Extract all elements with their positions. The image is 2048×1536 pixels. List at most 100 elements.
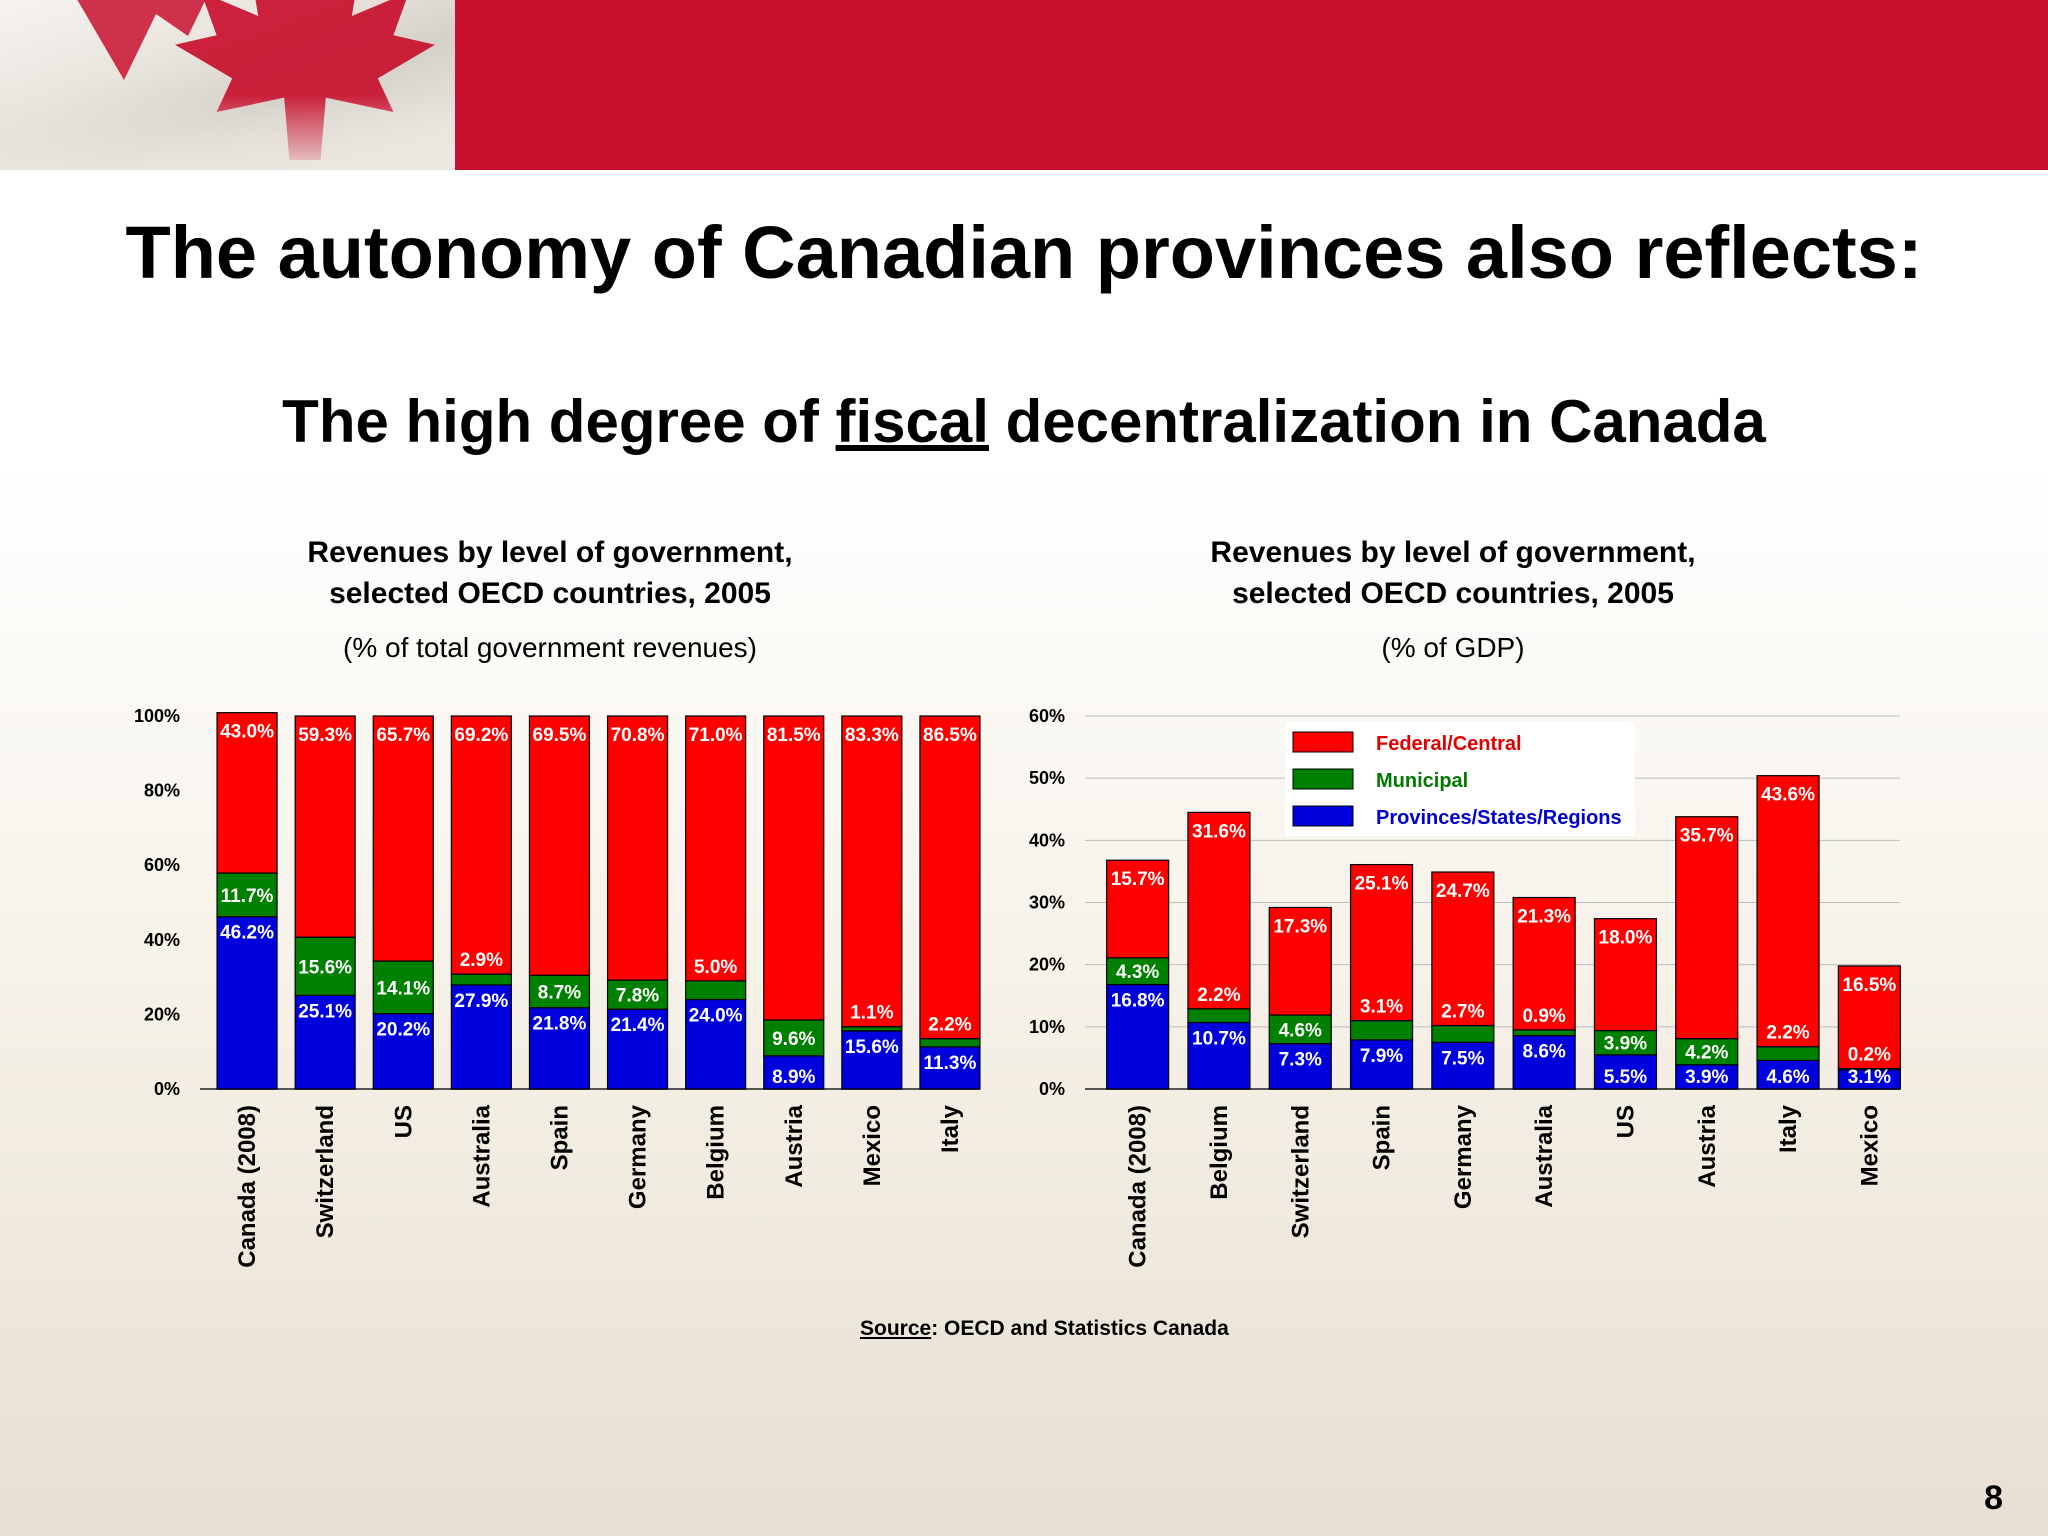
bar-municipal-segment (450, 973, 512, 986)
bar-label-federal: 69.5% (533, 725, 587, 746)
bar-label-federal: 65.7% (376, 725, 430, 746)
bar-municipal-segment (1756, 1046, 1820, 1062)
bar-federal-segment (294, 715, 356, 938)
legend-swatch-federal (1292, 731, 1354, 753)
chart-1-category-label: Australia (468, 1104, 495, 1207)
chart-2-title: Revenues by level of government, selecte… (1153, 532, 1753, 614)
bar-label-federal: 59.3% (298, 725, 352, 746)
chart-2-title-line-1: Revenues by level of government, (1210, 536, 1696, 569)
bar-municipal-segment (1349, 1020, 1414, 1041)
chart-2-y-tick: 50% (1029, 768, 1065, 788)
bar-municipal-segment (1431, 1024, 1495, 1043)
bar-label-municipal: 2.9% (460, 950, 503, 971)
slide-subtitle: The high degree of fiscal decentralizati… (0, 387, 2048, 456)
source-text: : OECD and Statistics Canada (931, 1317, 1229, 1340)
bar-label-provincial: 21.8% (533, 1014, 587, 1035)
bar-label-provincial: 21.4% (611, 1015, 665, 1036)
chart-1-category-label: Switzerland (312, 1105, 339, 1238)
bar-provincial-segment (294, 994, 356, 1090)
chart-1-category-label: Germany (625, 1104, 652, 1209)
bar-federal-segment (606, 715, 669, 981)
chart-1-title-line-1: Revenues by level of government, (307, 536, 793, 569)
chart-1-y-tick: 100% (134, 706, 180, 726)
bar-label-federal: 18.0% (1599, 928, 1653, 949)
bar-federal-segment (1268, 906, 1332, 1016)
bar-municipal-segment (1512, 1029, 1576, 1037)
source-note: Source: OECD and Statistics Canada (860, 1317, 1229, 1341)
chart-1-category-label: Canada (2008) (234, 1105, 261, 1268)
bar-municipal-segment (372, 960, 434, 1015)
bar-federal-segment (216, 712, 278, 874)
chart-2-category-label: Mexico (1856, 1105, 1883, 1186)
bar-municipal-segment (1106, 957, 1170, 986)
chart-2-category-label: Spain (1369, 1105, 1396, 1170)
chart-1-y-tick: 80% (144, 781, 180, 801)
subtitle-part-1: The high degree of (282, 388, 836, 455)
bar-label-municipal: 11.7% (221, 886, 274, 907)
bar-federal-segment (372, 715, 434, 962)
chart-2-y-tick: 0% (1039, 1079, 1065, 1099)
bar-label-municipal: 14.1% (376, 978, 430, 999)
bar-label-municipal: 8.7% (538, 982, 581, 1003)
bar-federal-segment (763, 715, 825, 1021)
slide-title: The autonomy of Canadian provinces also … (125, 211, 1923, 294)
legend-label-federal: Federal/Central (1376, 733, 1522, 755)
chart-1-category-label: Belgium (703, 1105, 730, 1200)
chart-2-category-label: Germany (1450, 1104, 1477, 1209)
bar-label-municipal: 0.9% (1522, 1006, 1565, 1027)
bar-label-municipal: 2.2% (1766, 1023, 1809, 1044)
bar-federal-segment (1512, 896, 1576, 1031)
bar-label-municipal: 2.2% (1197, 985, 1240, 1006)
bar-provincial-segment (1512, 1034, 1576, 1090)
bar-federal-segment (450, 715, 512, 975)
bar-label-provincial: 24.0% (689, 1005, 743, 1026)
bar-federal-segment (1431, 871, 1495, 1027)
subtitle-emphasis: fiscal (835, 388, 989, 455)
bar-label-municipal: 1.1% (850, 1003, 893, 1024)
bar-provincial-segment (1756, 1059, 1820, 1090)
bar-label-municipal: 4.2% (1685, 1043, 1728, 1064)
bar-municipal-segment (919, 1038, 981, 1048)
bar-provincial-segment (450, 984, 512, 1090)
chart-1-category-label: Austria (781, 1104, 808, 1187)
bar-label-federal: 71.0% (689, 725, 743, 746)
bar-label-provincial: 16.8% (1111, 991, 1165, 1012)
bar-municipal-segment (1675, 1038, 1739, 1066)
canadian-flag-image (0, 0, 455, 170)
bar-federal-segment (919, 715, 981, 1040)
chart-1-title-line-2: selected OECD countries, 2005 (329, 577, 771, 610)
legend-swatch-municipal (1292, 768, 1354, 790)
bar-label-federal: 43.6% (1761, 785, 1815, 806)
bar-label-provincial: 3.9% (1685, 1067, 1728, 1088)
bar-label-provincial: 7.9% (1360, 1046, 1403, 1067)
chart-2-title-line-2: selected OECD countries, 2005 (1232, 577, 1674, 610)
bar-label-federal: 83.3% (845, 725, 899, 746)
bar-label-federal: 24.7% (1436, 881, 1490, 902)
bar-federal-segment (1106, 859, 1170, 959)
bar-label-federal: 25.1% (1355, 874, 1409, 895)
bar-label-federal: 35.7% (1680, 826, 1734, 847)
bar-municipal-segment (1187, 1008, 1251, 1024)
bar-label-federal: 15.7% (1111, 869, 1165, 890)
bar-federal-segment (1675, 816, 1739, 1040)
bar-provincial-segment (1106, 983, 1170, 1090)
bar-label-provincial: 10.7% (1192, 1028, 1246, 1049)
bar-provincial-segment (372, 1013, 434, 1090)
chart-1-y-tick: 0% (154, 1079, 180, 1099)
bar-federal-segment (1187, 811, 1251, 1010)
bar-label-provincial: 46.2% (220, 923, 274, 944)
chart-2-category-label: Italy (1775, 1104, 1802, 1153)
bar-provincial-segment (1268, 1043, 1332, 1090)
bar-label-provincial: 15.6% (845, 1037, 899, 1058)
chart-1-category-label: Italy (937, 1104, 964, 1153)
bar-label-provincial: 4.6% (1766, 1067, 1809, 1088)
chart-1-y-tick: 60% (144, 855, 180, 875)
chart-1-y-tick: 40% (144, 930, 180, 950)
bar-label-municipal: 7.8% (616, 986, 659, 1007)
page-number: 8 (1984, 1479, 2003, 1517)
bar-label-provincial: 7.5% (1441, 1048, 1484, 1069)
bar-label-federal: 17.3% (1273, 916, 1327, 937)
bar-federal-segment (1756, 775, 1820, 1048)
bar-provincial-segment (1431, 1041, 1495, 1090)
bar-label-municipal: 0.2% (1848, 1044, 1891, 1065)
